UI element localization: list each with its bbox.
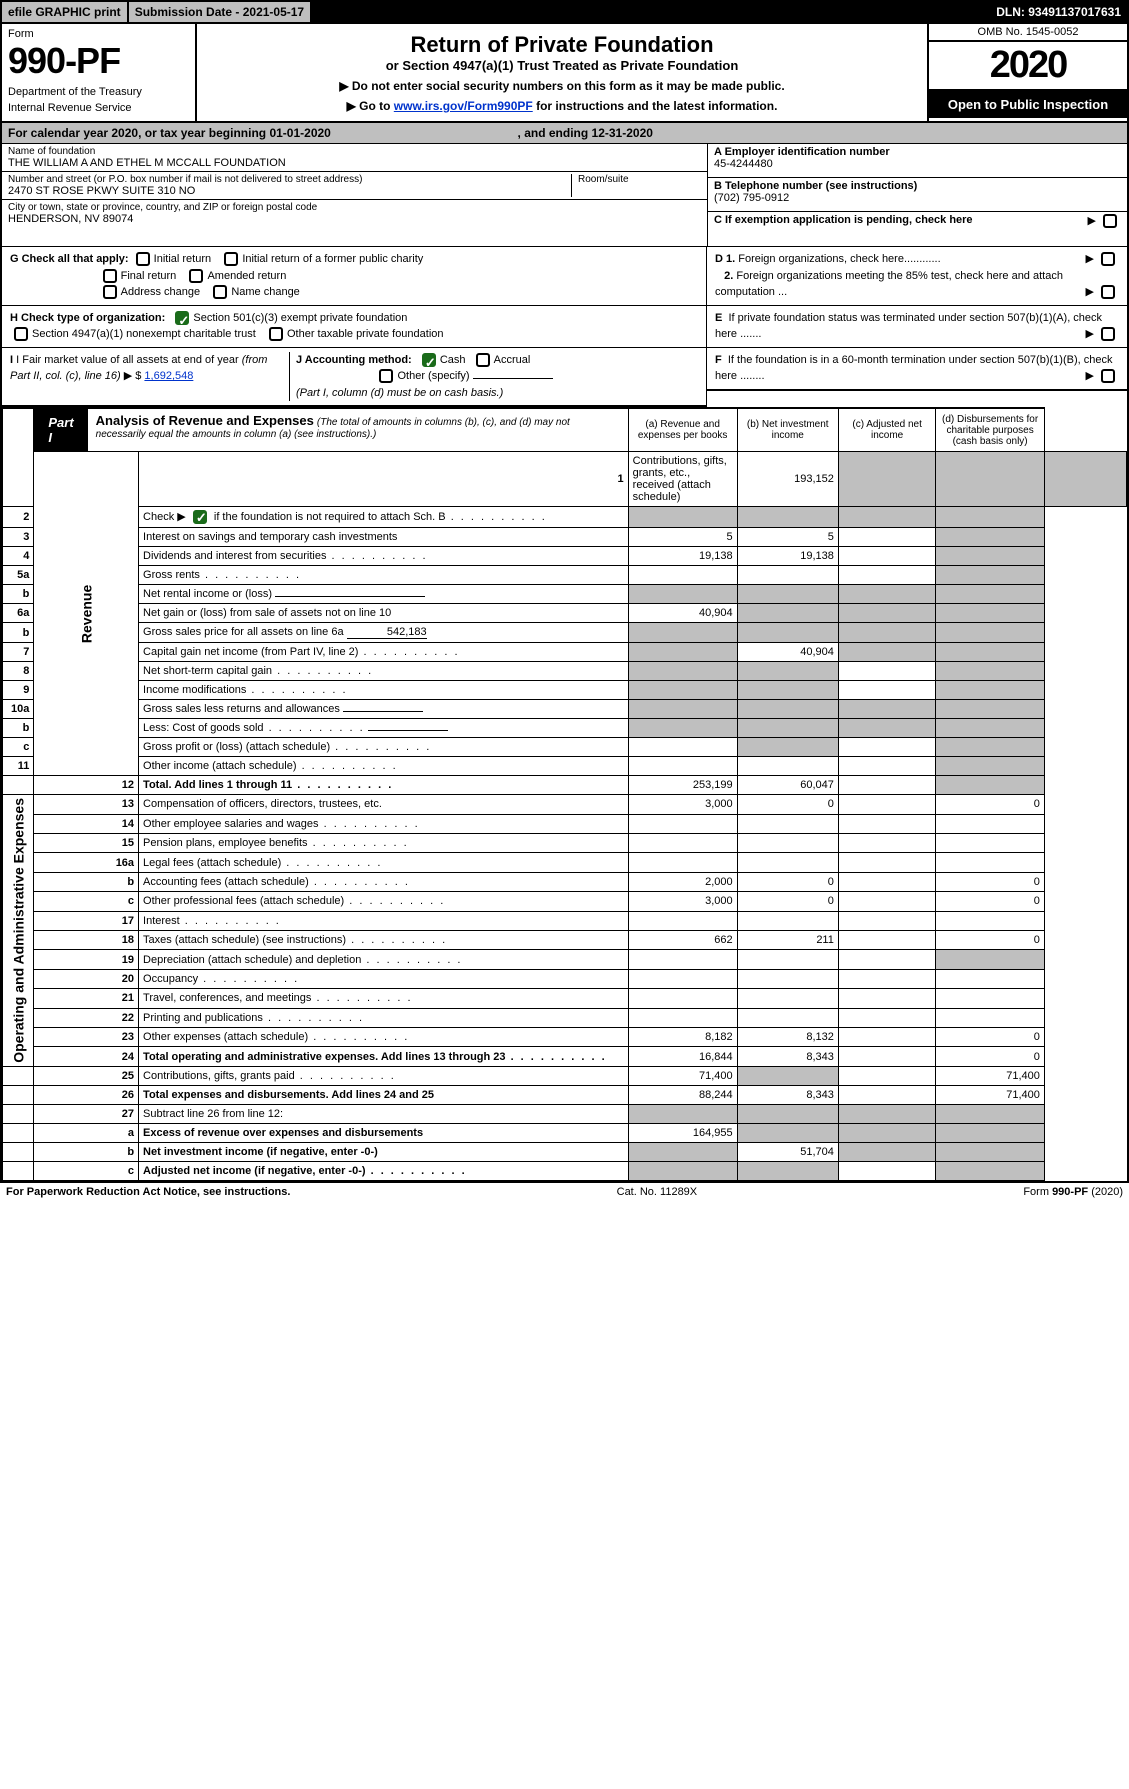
- room-label: Room/suite: [578, 174, 701, 185]
- f-row: F F If the foundation is in a 60-month t…: [707, 348, 1127, 391]
- form-footer: Form 990-PF (2020): [1023, 1186, 1123, 1198]
- d1-checkbox[interactable]: [1101, 252, 1115, 266]
- form-header: Form 990-PF Department of the Treasury I…: [2, 24, 1127, 123]
- irs: Internal Revenue Service: [8, 102, 189, 114]
- footer: For Paperwork Reduction Act Notice, see …: [0, 1183, 1129, 1201]
- g-row: G Check all that apply: Initial return I…: [2, 247, 706, 306]
- form-subtitle: or Section 4947(a)(1) Trust Treated as P…: [203, 58, 921, 73]
- omb-number: OMB No. 1545-0052: [929, 24, 1127, 42]
- goto-note: ▶ Go to www.irs.gov/Form990PF for instru…: [203, 99, 921, 113]
- topbar-spacer: [312, 2, 990, 22]
- city-label: City or town, state or province, country…: [8, 202, 701, 213]
- col-c-header: (c) Adjusted net income: [838, 408, 936, 452]
- g-address-change[interactable]: [103, 285, 117, 299]
- check-area: G Check all that apply: Initial return I…: [2, 247, 1127, 407]
- h-4947-checkbox[interactable]: [14, 327, 28, 341]
- irs-link[interactable]: www.irs.gov/Form990PF: [394, 99, 533, 113]
- col-a-header: (a) Revenue and expenses per books: [628, 408, 737, 452]
- h-row: H Check type of organization: Section 50…: [2, 306, 706, 348]
- f-checkbox[interactable]: [1101, 369, 1115, 383]
- open-inspection: Open to Public Inspection: [929, 91, 1127, 118]
- dept-treasury: Department of the Treasury: [8, 86, 189, 98]
- name-label: Name of foundation: [8, 146, 701, 157]
- part1-title: Analysis of Revenue and Expenses: [96, 413, 314, 428]
- top-bar: efile GRAPHIC print Submission Date - 20…: [2, 2, 1127, 24]
- d-row: D 1. D 1. Foreign organizations, check h…: [707, 247, 1127, 306]
- submission-date: Submission Date - 2021-05-17: [129, 2, 312, 22]
- part1-label: Part I: [34, 409, 87, 451]
- g-initial-former[interactable]: [224, 252, 238, 266]
- c-label: C If exemption application is pending, c…: [714, 214, 973, 226]
- h-other-checkbox[interactable]: [269, 327, 283, 341]
- ssn-note: ▶ Do not enter social security numbers o…: [203, 79, 921, 93]
- calendar-year-row: For calendar year 2020, or tax year begi…: [2, 123, 1127, 144]
- g-final-return[interactable]: [103, 269, 117, 283]
- d2-checkbox[interactable]: [1101, 285, 1115, 299]
- j-accrual-checkbox[interactable]: [476, 353, 490, 367]
- g-initial-return[interactable]: [136, 252, 150, 266]
- c-checkbox[interactable]: [1103, 214, 1117, 228]
- j-cash-checkbox[interactable]: [422, 353, 436, 367]
- g-name-change[interactable]: [213, 285, 227, 299]
- phone-value: (702) 795-0912: [714, 192, 1121, 204]
- form-number: 990-PF: [8, 40, 189, 82]
- efile-label: efile GRAPHIC print: [2, 2, 129, 22]
- fmv-value[interactable]: 1,692,548: [144, 370, 193, 382]
- col-b-header: (b) Net investment income: [737, 408, 838, 452]
- g-amended[interactable]: [189, 269, 203, 283]
- ein-value: 45-4244480: [714, 158, 1121, 170]
- e-checkbox[interactable]: [1101, 327, 1115, 341]
- cat-no: Cat. No. 11289X: [617, 1186, 698, 1198]
- form-label: Form: [8, 28, 189, 40]
- street-address: 2470 ST ROSE PKWY SUITE 310 NO: [8, 185, 571, 197]
- j-other-checkbox[interactable]: [379, 369, 393, 383]
- identity-block: Name of foundation THE WILLIAM A AND ETH…: [2, 144, 1127, 247]
- e-row: E E If private foundation status was ter…: [707, 306, 1127, 348]
- revenue-side-label: Revenue: [34, 452, 139, 776]
- phone-label: B Telephone number (see instructions): [714, 180, 1121, 192]
- foundation-name: THE WILLIAM A AND ETHEL M MCCALL FOUNDAT…: [8, 157, 701, 169]
- ij-row: I I Fair market value of all assets at e…: [2, 348, 706, 408]
- h-501c3-checkbox[interactable]: [175, 311, 189, 325]
- expenses-side-label: Operating and Administrative Expenses: [3, 795, 34, 1067]
- ein-label: A Employer identification number: [714, 146, 1121, 158]
- paperwork-notice: For Paperwork Reduction Act Notice, see …: [6, 1186, 290, 1198]
- form-title: Return of Private Foundation: [203, 32, 921, 58]
- col-d-header: (d) Disbursements for charitable purpose…: [936, 408, 1045, 452]
- city-value: HENDERSON, NV 89074: [8, 213, 701, 225]
- addr-label: Number and street (or P.O. box number if…: [8, 174, 571, 185]
- tax-year: 2020: [929, 42, 1127, 91]
- dln: DLN: 93491137017631: [990, 2, 1127, 22]
- schb-checkbox[interactable]: [193, 510, 207, 524]
- part1-table: Part I Analysis of Revenue and Expenses …: [2, 407, 1127, 1181]
